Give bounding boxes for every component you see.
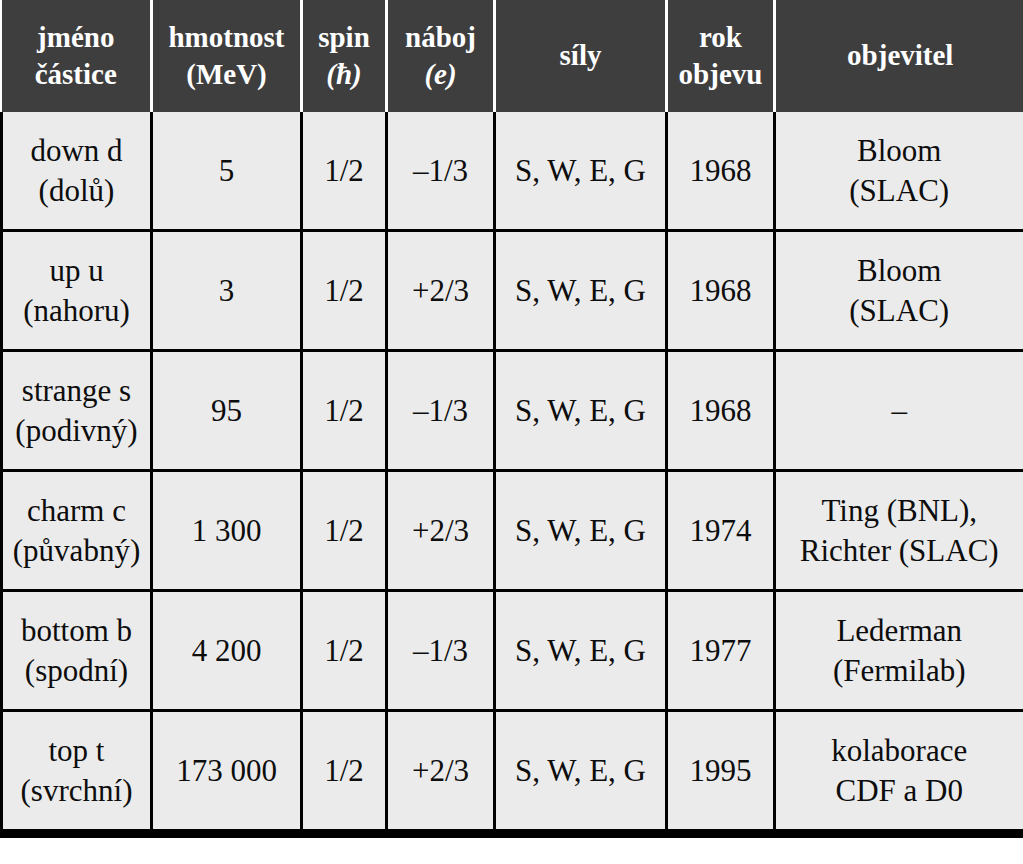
cell-particle-name: top t (svrchní) <box>2 711 152 834</box>
quark-properties-table: jméno částice hmotnost (MeV) spin (ħ) ná… <box>0 0 1023 838</box>
particle-name-en: down d <box>3 131 150 171</box>
cell-year: 1995 <box>667 711 775 834</box>
header-label: hmotnost <box>153 19 300 56</box>
table-row-strange-quark: strange s (podivný) 95 1/2 –1/3 S, W, E,… <box>2 351 1023 471</box>
header-unit: (ħ) <box>303 56 385 93</box>
header-label: objevu <box>668 56 773 93</box>
header-label: náboj <box>388 19 493 56</box>
discoverer-line: kolaborace <box>776 731 1023 771</box>
cell-particle-name: bottom b (spodní) <box>2 591 152 711</box>
cell-mass: 173 000 <box>152 711 302 834</box>
header-cell-forces: síly <box>495 0 667 112</box>
cell-discoverer: – <box>775 351 1023 471</box>
particle-name-cs: (dolů) <box>3 171 150 211</box>
particle-name-en: up u <box>3 251 150 291</box>
discoverer-line: Bloom <box>776 251 1023 291</box>
cell-mass: 4 200 <box>152 591 302 711</box>
table-header: jméno částice hmotnost (MeV) spin (ħ) ná… <box>2 0 1023 112</box>
discoverer-line: (SLAC) <box>776 171 1023 211</box>
discoverer-line: Richter (SLAC) <box>776 531 1023 571</box>
header-unit: (e) <box>388 56 493 93</box>
particle-name-cs: (svrchní) <box>3 771 150 811</box>
cell-forces: S, W, E, G <box>495 231 667 351</box>
table-row-top-quark: top t (svrchní) 173 000 1/2 +2/3 S, W, E… <box>2 711 1023 834</box>
header-label: síly <box>496 37 665 74</box>
cell-forces: S, W, E, G <box>495 591 667 711</box>
cell-spin: 1/2 <box>302 112 387 231</box>
cell-year: 1977 <box>667 591 775 711</box>
particle-name-cs: (nahoru) <box>3 291 150 331</box>
cell-particle-name: up u (nahoru) <box>2 231 152 351</box>
cell-forces: S, W, E, G <box>495 351 667 471</box>
cell-mass: 95 <box>152 351 302 471</box>
cell-year: 1968 <box>667 231 775 351</box>
header-label: částice <box>2 56 151 93</box>
header-label: (MeV) <box>153 56 300 93</box>
cell-year: 1968 <box>667 351 775 471</box>
particle-name-en: top t <box>3 731 150 771</box>
header-row: jméno částice hmotnost (MeV) spin (ħ) ná… <box>2 0 1023 112</box>
header-cell-discovery-year: rok objevu <box>667 0 775 112</box>
header-label: rok <box>668 19 773 56</box>
discoverer-line: (SLAC) <box>776 291 1023 331</box>
discoverer-line: Ting (BNL), <box>776 491 1023 531</box>
header-cell-mass: hmotnost (MeV) <box>152 0 302 112</box>
cell-charge: +2/3 <box>387 471 495 591</box>
cell-particle-name: charm c (půvabný) <box>2 471 152 591</box>
cell-spin: 1/2 <box>302 351 387 471</box>
particle-name-cs: (půvabný) <box>3 531 150 571</box>
cell-forces: S, W, E, G <box>495 471 667 591</box>
cell-particle-name: down d (dolů) <box>2 112 152 231</box>
discoverer-line: CDF a D0 <box>776 771 1023 811</box>
table-row-up-quark: up u (nahoru) 3 1/2 +2/3 S, W, E, G 1968… <box>2 231 1023 351</box>
particle-name-en: bottom b <box>3 611 150 651</box>
discoverer-line: (Fermilab) <box>776 651 1023 691</box>
header-cell-charge: náboj (e) <box>387 0 495 112</box>
cell-particle-name: strange s (podivný) <box>2 351 152 471</box>
cell-year: 1968 <box>667 112 775 231</box>
cell-charge: +2/3 <box>387 231 495 351</box>
cell-discoverer: Bloom (SLAC) <box>775 231 1023 351</box>
table-row-bottom-quark: bottom b (spodní) 4 200 1/2 –1/3 S, W, E… <box>2 591 1023 711</box>
header-label: objevitel <box>776 37 1023 74</box>
cell-discoverer: kolaborace CDF a D0 <box>775 711 1023 834</box>
cell-spin: 1/2 <box>302 471 387 591</box>
cell-spin: 1/2 <box>302 711 387 834</box>
cell-charge: –1/3 <box>387 351 495 471</box>
cell-charge: –1/3 <box>387 112 495 231</box>
header-cell-discoverer: objevitel <box>775 0 1023 112</box>
header-cell-spin: spin (ħ) <box>302 0 387 112</box>
discoverer-line: – <box>776 391 1023 431</box>
cell-charge: +2/3 <box>387 711 495 834</box>
cell-spin: 1/2 <box>302 231 387 351</box>
particle-name-cs: (spodní) <box>3 651 150 691</box>
cell-mass: 3 <box>152 231 302 351</box>
particle-name-en: charm c <box>3 491 150 531</box>
table-body: down d (dolů) 5 1/2 –1/3 S, W, E, G 1968… <box>2 112 1023 834</box>
cell-discoverer: Lederman (Fermilab) <box>775 591 1023 711</box>
cell-mass: 5 <box>152 112 302 231</box>
cell-discoverer: Bloom (SLAC) <box>775 112 1023 231</box>
discoverer-line: Lederman <box>776 611 1023 651</box>
cell-charge: –1/3 <box>387 591 495 711</box>
table-row-charm-quark: charm c (půvabný) 1 300 1/2 +2/3 S, W, E… <box>2 471 1023 591</box>
discoverer-line: Bloom <box>776 131 1023 171</box>
cell-forces: S, W, E, G <box>495 112 667 231</box>
header-label: spin <box>303 19 385 56</box>
cell-mass: 1 300 <box>152 471 302 591</box>
cell-discoverer: Ting (BNL), Richter (SLAC) <box>775 471 1023 591</box>
cell-spin: 1/2 <box>302 591 387 711</box>
cell-forces: S, W, E, G <box>495 711 667 834</box>
cell-year: 1974 <box>667 471 775 591</box>
table-row-down-quark: down d (dolů) 5 1/2 –1/3 S, W, E, G 1968… <box>2 112 1023 231</box>
header-label: jméno <box>2 19 151 56</box>
header-cell-particle-name: jméno částice <box>2 0 152 112</box>
particle-name-en: strange s <box>3 371 150 411</box>
particle-name-cs: (podivný) <box>3 411 150 451</box>
